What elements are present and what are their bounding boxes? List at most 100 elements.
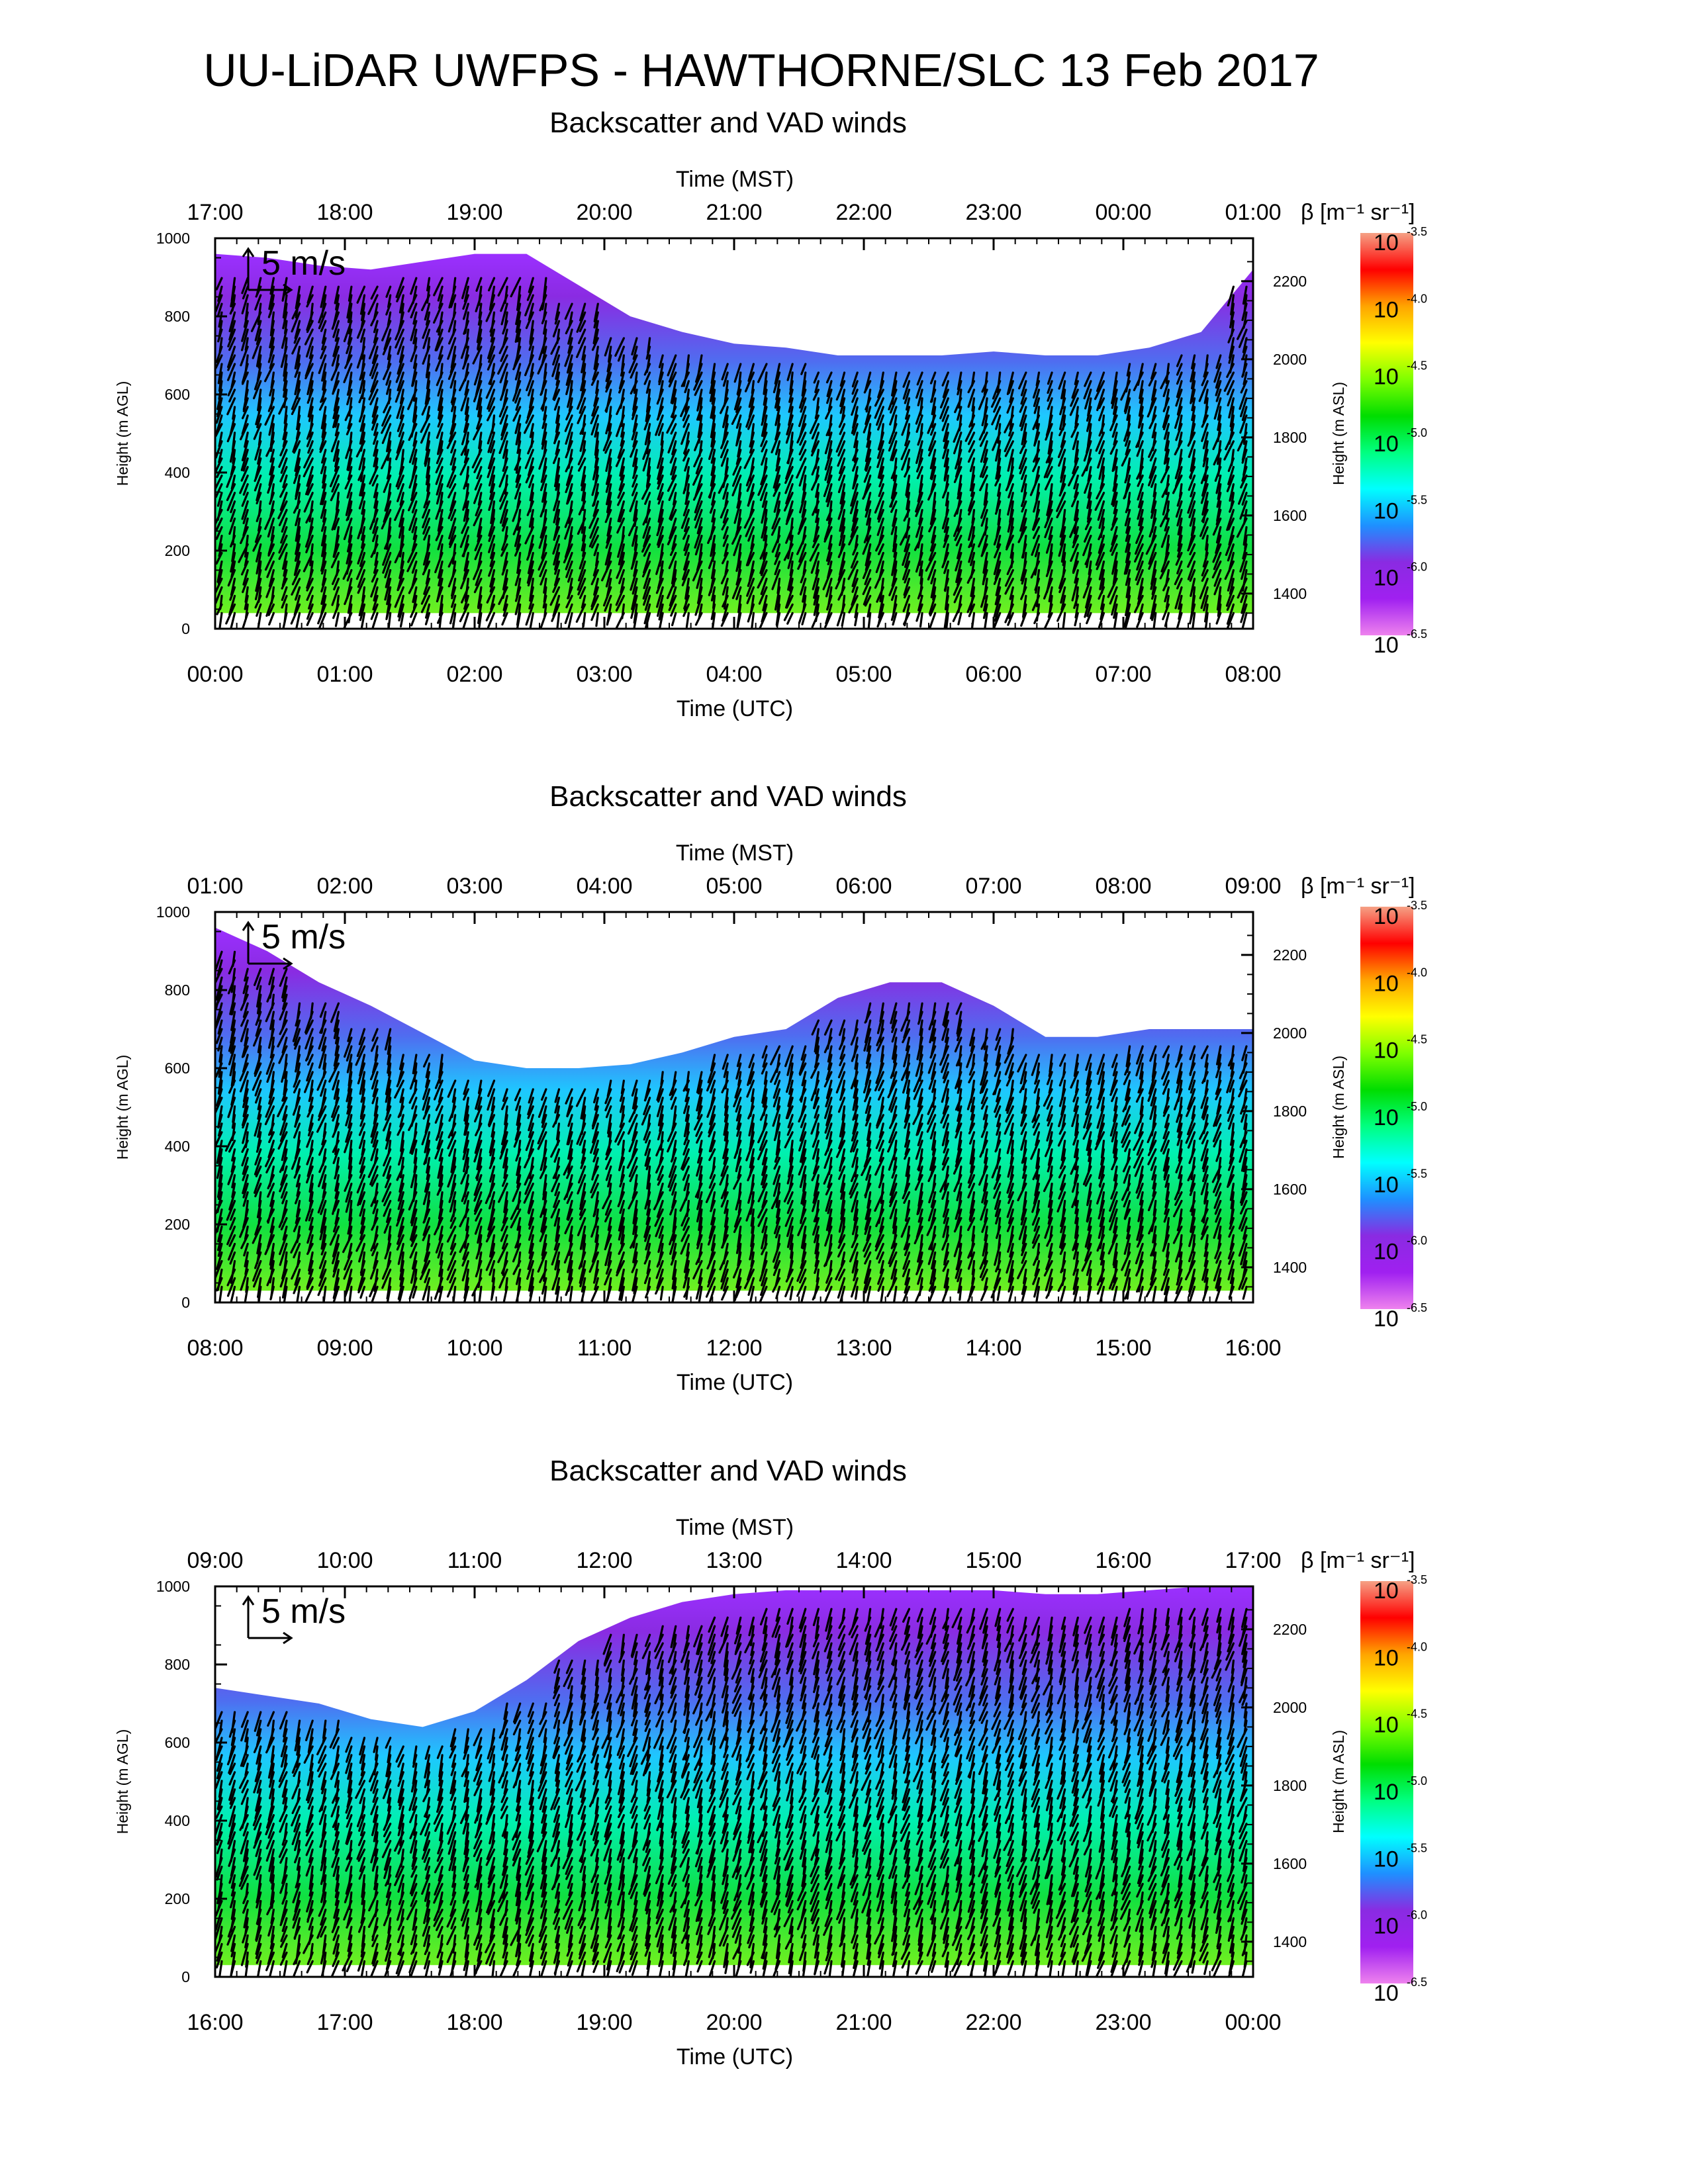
- wind-vector: [865, 1079, 872, 1099]
- wind-vector: [1178, 414, 1183, 432]
- wind-vector: [878, 560, 884, 581]
- wind-vector: [1023, 432, 1027, 448]
- wind-vector: [256, 277, 262, 296]
- wind-vector: [527, 569, 534, 587]
- wind-vector: [555, 414, 561, 433]
- wind-vector: [227, 354, 236, 371]
- wind-vector: [387, 1045, 392, 1066]
- wind-vector: [240, 1234, 249, 1250]
- wind-vector: [502, 603, 508, 617]
- wind-vector: [244, 302, 249, 321]
- wind-vector: [904, 1148, 911, 1160]
- wind-vector: [592, 1122, 599, 1144]
- wind-vector: [279, 1234, 288, 1255]
- wind-vector: [841, 1105, 846, 1121]
- wind-vector: [569, 380, 573, 399]
- wind-vector: [617, 500, 626, 523]
- wind-vector: [397, 1199, 404, 1222]
- wind-vector: [514, 594, 522, 615]
- wind-vector: [436, 423, 444, 439]
- wind-vector: [1086, 1114, 1092, 1130]
- wind-vector: [943, 560, 949, 574]
- wind-vector: [1113, 500, 1118, 515]
- wind-vector: [437, 1157, 444, 1179]
- wind-vector: [215, 517, 223, 531]
- wind-vector: [786, 1191, 794, 1205]
- wind-vector: [242, 1122, 249, 1144]
- wind-vector: [605, 1165, 612, 1181]
- wind-vector: [802, 475, 807, 491]
- wind-vector: [320, 517, 327, 532]
- wind-vector: [906, 423, 911, 442]
- wind-vector: [889, 1071, 898, 1093]
- wind-vector: [282, 294, 288, 319]
- wind-vector: [1020, 1131, 1027, 1151]
- wind-vector: [966, 1045, 976, 1068]
- wind-vector: [724, 1208, 729, 1228]
- wind-vector: [1176, 363, 1183, 376]
- wind-vector: [1113, 1140, 1118, 1159]
- wind-vector: [720, 1191, 729, 1208]
- wind-vector: [321, 543, 327, 568]
- wind-vector: [529, 423, 534, 438]
- wind-vector: [838, 1019, 846, 1036]
- wind-vector: [426, 285, 431, 304]
- wind-vector: [215, 525, 223, 540]
- wind-vector: [541, 1234, 547, 1256]
- wind-vector: [478, 440, 483, 456]
- wind-vector: [825, 577, 833, 598]
- wind-vector: [516, 1225, 522, 1248]
- wind-vector: [356, 285, 366, 304]
- wind-vector: [813, 594, 820, 616]
- wind-vector: [477, 1251, 483, 1271]
- wind-vector: [307, 1122, 314, 1137]
- wind-vector: [774, 406, 781, 426]
- wind-vector: [528, 1234, 534, 1254]
- wind-vector: [642, 586, 651, 606]
- wind-vector: [308, 1208, 314, 1222]
- wind-vector: [410, 320, 418, 341]
- wind-vector: [582, 1105, 586, 1120]
- wind-vector: [594, 1208, 599, 1228]
- wind-vector: [330, 551, 340, 569]
- wind-vector: [616, 517, 626, 534]
- wind-vector: [1033, 1122, 1041, 1136]
- wind-vector: [397, 1062, 404, 1085]
- wind-vector: [265, 1157, 275, 1174]
- wind-vector: [256, 1234, 262, 1255]
- wind-vector: [774, 560, 781, 576]
- wind-vector: [215, 457, 223, 476]
- wind-vector: [746, 1079, 755, 1098]
- wind-vector: [385, 371, 392, 386]
- wind-vector: [321, 1036, 327, 1052]
- wind-vector: [215, 483, 223, 498]
- wind-vector: [590, 1182, 599, 1199]
- wind-vector: [280, 1216, 288, 1231]
- wind-vector: [451, 457, 457, 471]
- wind-vector: [853, 1019, 859, 1036]
- wind-vector: [800, 1097, 807, 1116]
- wind-vector: [982, 466, 988, 478]
- wind-vector: [1113, 1097, 1118, 1112]
- wind-vector: [1073, 500, 1079, 522]
- wind-vector: [928, 440, 937, 457]
- wind-vector: [229, 414, 236, 436]
- wind-vector: [347, 500, 353, 521]
- wind-vector: [620, 406, 626, 428]
- wind-vector: [1074, 569, 1079, 584]
- wind-vector: [1227, 543, 1235, 562]
- wind-vector: [1126, 1277, 1131, 1300]
- wind-vector: [1109, 440, 1118, 455]
- wind-vector: [269, 1251, 275, 1270]
- wind-vector: [226, 1225, 236, 1246]
- wind-vector: [604, 1225, 612, 1249]
- wind-vector: [1113, 1259, 1118, 1284]
- wind-vector: [244, 551, 249, 567]
- wind-vector: [684, 432, 690, 456]
- wind-vector: [915, 1140, 923, 1160]
- wind-vector: [1162, 406, 1170, 428]
- wind-vector: [784, 1277, 794, 1298]
- wind-vector: [215, 475, 223, 492]
- wind-vector: [1033, 388, 1041, 408]
- wind-vector: [318, 612, 327, 629]
